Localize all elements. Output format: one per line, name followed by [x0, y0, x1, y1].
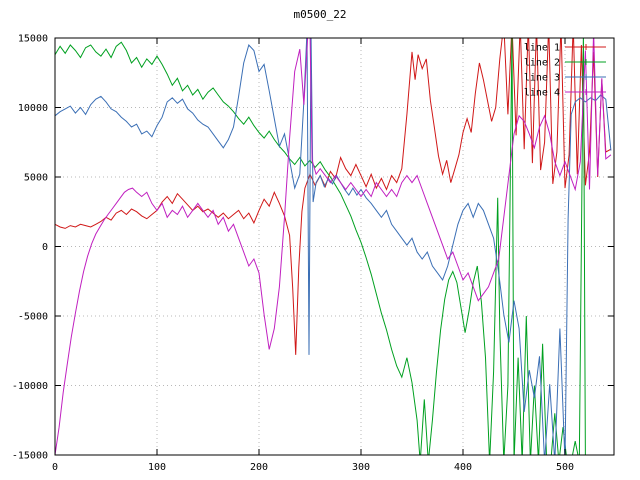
- y-tick-label: 5000: [24, 173, 48, 184]
- y-tick-label: -10000: [12, 381, 48, 392]
- x-tick-label: 200: [250, 462, 268, 473]
- legend-sample-marker: [583, 74, 589, 80]
- legend-sample-marker: [583, 44, 589, 50]
- y-tick-label: 15000: [18, 34, 48, 45]
- legend-label: line 1: [524, 43, 560, 54]
- x-tick-label: 500: [556, 462, 574, 473]
- x-tick-label: 300: [352, 462, 370, 473]
- legend-label: line 4: [524, 88, 560, 99]
- legend: line 1 line 2 line 3 line 4: [524, 43, 606, 99]
- series-group: [55, 38, 612, 455]
- x-tick-label: 400: [454, 462, 472, 473]
- series-line-4: [55, 38, 612, 455]
- y-tick-label: 10000: [18, 103, 48, 114]
- chart-title: m0500_22: [293, 8, 347, 21]
- y-tick-label: 0: [42, 242, 48, 253]
- x-tick-label: 100: [148, 462, 166, 473]
- y-tick-label: -5000: [18, 312, 48, 323]
- axes: -15000 -10000 -5000 0 5000 10000 15000 0 100 200 3…: [12, 34, 615, 473]
- x-tick-label: 0: [52, 462, 58, 473]
- legend-label: line 3: [524, 73, 560, 84]
- series-line-2: [55, 38, 586, 455]
- y-tick-label: -15000: [12, 451, 48, 462]
- legend-sample-marker: [583, 59, 589, 65]
- legend-sample-marker: [583, 89, 589, 95]
- legend-label: line 2: [524, 58, 560, 69]
- series-line-3: [55, 38, 612, 455]
